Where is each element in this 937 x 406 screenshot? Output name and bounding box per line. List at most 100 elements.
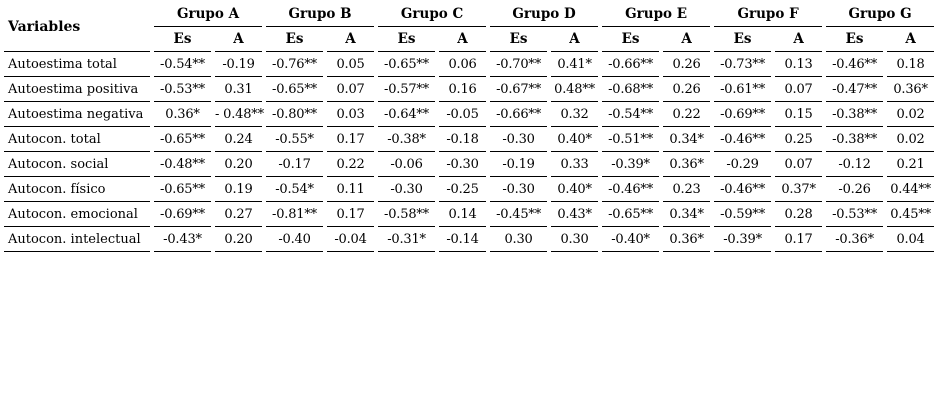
cell-value: -0.51** xyxy=(602,127,660,152)
table-row: Autoestima total -0.54** -0.19 -0.76** 0.05-… xyxy=(4,52,935,77)
cell-value: -0.66** xyxy=(602,52,660,77)
cell-value: 0.04 xyxy=(887,227,935,252)
cell-value: -0.30 xyxy=(490,177,548,202)
cell-value: -0.25 xyxy=(439,177,487,202)
cell-value: 0.28 xyxy=(775,202,823,227)
cell-value: -0.73** xyxy=(714,52,772,77)
row-label: Autocon. intelectual xyxy=(4,227,150,252)
cell-value: 0.43* xyxy=(551,202,599,227)
cell-value: -0.17 xyxy=(266,152,324,177)
cell-value: -0.53** xyxy=(154,77,211,102)
cell-value: -0.39* xyxy=(714,227,772,252)
cell-value: 0.26 xyxy=(663,77,711,102)
table-row: Autoestima positiva -0.53** 0.31 -0.65** 0.0… xyxy=(4,77,935,102)
group-header-g: Grupo G xyxy=(826,2,935,27)
table-row: Autoestima negativa 0.36* - 0.48** -0.80** 0… xyxy=(4,102,935,127)
cell-value: -0.70** xyxy=(490,52,548,77)
cell-value: -0.39* xyxy=(602,152,660,177)
cell-value: 0.11 xyxy=(327,177,375,202)
cell-value: 0.36* xyxy=(663,152,711,177)
cell-value: 0.06 xyxy=(439,52,487,77)
cell-value: -0.19 xyxy=(490,152,548,177)
cell-value: -0.54** xyxy=(154,52,211,77)
cell-value: -0.53** xyxy=(826,202,884,227)
cell-value: 0.14 xyxy=(439,202,487,227)
subheader-row: Es A Es A Es A Es A Es A Es A Es A xyxy=(4,27,935,52)
cell-value: 0.07 xyxy=(327,77,375,102)
group-header-row: Variables Grupo A Grupo B Grupo C Grupo D Gr… xyxy=(4,2,935,52)
correlation-table: Variables Grupo A Grupo B Grupo C Grupo D Gr… xyxy=(0,2,937,252)
cell-value: -0.46** xyxy=(602,177,660,202)
row-label: Autocon. social xyxy=(4,152,150,177)
cell-value: 0.27 xyxy=(215,202,263,227)
subheader-es-group-b: Es xyxy=(266,27,324,52)
subheader-es-group-e: Es xyxy=(602,27,660,52)
cell-value: -0.06 xyxy=(378,152,436,177)
row-label: Autocon. físico xyxy=(4,177,150,202)
cell-value: -0.38* xyxy=(378,127,436,152)
cell-value: -0.12 xyxy=(826,152,884,177)
cell-value: -0.58** xyxy=(378,202,436,227)
cell-value: -0.46** xyxy=(714,127,772,152)
subheader-es-group-g: Es xyxy=(826,27,884,52)
cell-value: -0.19 xyxy=(215,52,263,77)
cell-value: 0.05 xyxy=(327,52,375,77)
cell-value: -0.46** xyxy=(826,52,884,77)
cell-value: -0.66** xyxy=(490,102,548,127)
cell-value: -0.65** xyxy=(154,127,211,152)
cell-value: -0.65** xyxy=(154,177,211,202)
cell-value: -0.68** xyxy=(602,77,660,102)
cell-value: -0.64** xyxy=(378,102,436,127)
cell-value: 0.32 xyxy=(551,102,599,127)
table-row: Autocon. total -0.65** 0.24 -0.55* 0.17 -0.38… xyxy=(4,127,935,152)
cell-value: 0.44** xyxy=(887,177,935,202)
cell-value: -0.29 xyxy=(714,152,772,177)
cell-value: -0.31* xyxy=(378,227,436,252)
cell-value: 0.16 xyxy=(439,77,487,102)
cell-value: 0.33 xyxy=(551,152,599,177)
table-row: Autocon. emocional -0.69** 0.27 -0.81** 0.17… xyxy=(4,202,935,227)
table-row: Autocon. social -0.48** 0.20 -0.17 0.22 -0.06… xyxy=(4,152,935,177)
cell-value: 0.30 xyxy=(490,227,548,252)
cell-value: -0.30 xyxy=(378,177,436,202)
cell-value: 0.19 xyxy=(215,177,263,202)
cell-value: -0.55* xyxy=(266,127,324,152)
cell-value: 0.30 xyxy=(551,227,599,252)
cell-value: 0.31 xyxy=(215,77,263,102)
group-header-c: Grupo C xyxy=(378,2,487,27)
cell-value: 0.36* xyxy=(154,102,211,127)
row-label: Autoestima negativa xyxy=(4,102,150,127)
cell-value: -0.48** xyxy=(154,152,211,177)
cell-value: -0.57** xyxy=(378,77,436,102)
row-label: Autoestima total xyxy=(4,52,150,77)
cell-value: 0.22 xyxy=(663,102,711,127)
cell-value: -0.40 xyxy=(266,227,324,252)
cell-value: 0.40* xyxy=(551,177,599,202)
cell-value: -0.80** xyxy=(266,102,324,127)
row-label: Autocon. total xyxy=(4,127,150,152)
table-row: Autocon. intelectual -0.43* 0.20 -0.40 -0.04… xyxy=(4,227,935,252)
cell-value: -0.65** xyxy=(602,202,660,227)
table-header: Variables Grupo A Grupo B Grupo C Grupo D Gr… xyxy=(4,2,935,52)
cell-value: 0.07 xyxy=(775,152,823,177)
cell-value: -0.45** xyxy=(490,202,548,227)
cell-value: 0.18 xyxy=(887,52,935,77)
cell-value: -0.65** xyxy=(378,52,436,77)
cell-value: 0.13 xyxy=(775,52,823,77)
cell-value: 0.45** xyxy=(887,202,935,227)
cell-value: 0.34* xyxy=(663,127,711,152)
cell-value: -0.05 xyxy=(439,102,487,127)
cell-value: 0.24 xyxy=(215,127,263,152)
page: Variables Grupo A Grupo B Grupo C Grupo D Gr… xyxy=(0,2,937,252)
cell-value: 0.17 xyxy=(327,202,375,227)
cell-value: -0.47** xyxy=(826,77,884,102)
cell-value: -0.30 xyxy=(439,152,487,177)
cell-value: -0.04 xyxy=(327,227,375,252)
subheader-a-group-a: A xyxy=(215,27,263,52)
cell-value: 0.17 xyxy=(327,127,375,152)
cell-value: -0.61** xyxy=(714,77,772,102)
cell-value: - 0.48** xyxy=(215,102,264,127)
subheader-es-group-c: Es xyxy=(378,27,436,52)
cell-value: 0.21 xyxy=(887,152,935,177)
subheader-es-group-f: Es xyxy=(714,27,772,52)
